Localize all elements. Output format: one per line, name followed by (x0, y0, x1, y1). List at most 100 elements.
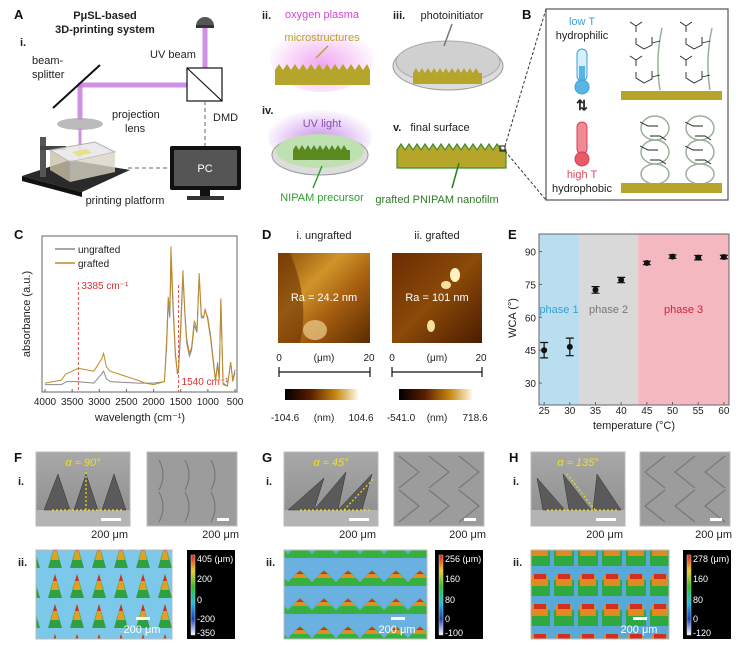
zoom-box (499, 145, 506, 152)
microstructures-label: microstructures (284, 32, 360, 44)
x-axis-label-e: temperature (°C) (593, 420, 675, 432)
x-tick-label-c: 3000 (88, 397, 111, 408)
panel-label-e: E (508, 227, 517, 242)
afm-grafted-title: ii. grafted (414, 230, 459, 242)
petri-dish-iv-icon (271, 134, 369, 176)
substrate-bar-bottom (621, 183, 722, 193)
sem-top-pattern (158, 459, 216, 523)
region-label: phase 2 (589, 304, 628, 316)
colorbar-tick-label: -120 (693, 628, 711, 638)
subpanel-label-ii: ii. (18, 557, 27, 569)
colorbar-tick-label: 0 (693, 614, 698, 624)
x-tick-label-c: 500 (227, 397, 244, 408)
photoinitiator-label: photoinitiator (421, 10, 484, 22)
colorbar-gradient (190, 554, 196, 636)
annotation-label-1540: 1540 cm⁻¹ (182, 377, 230, 388)
afm-axis-max-2: 20 (475, 353, 487, 364)
x-tick-label-e: 25 (539, 406, 551, 417)
region-phase-2 (579, 234, 639, 405)
uv-light-label: UV light (303, 118, 342, 130)
colorbar-tick-label: -350 (197, 628, 215, 638)
panel-label-d: D (262, 227, 271, 242)
scale-label-1: 200 μm (339, 529, 376, 541)
subpanel-label-iii: iii. (393, 10, 405, 22)
colorbar-tick-label: 278 (μm) (693, 554, 729, 564)
system-title-line1: PμSL-based (73, 10, 137, 22)
panel-label-b: B (522, 7, 531, 22)
y-tick-label-e: 60 (525, 313, 537, 324)
cold-thermometer-icon (574, 48, 590, 95)
afm-cb-max-2: 718.6 (462, 413, 487, 424)
microstructures-arrow (315, 45, 329, 59)
data-point (592, 286, 599, 293)
afm-cb-min-1: -104.6 (271, 413, 300, 424)
subpanel-label-v: v. (393, 122, 401, 134)
projection-lens-label-2: lens (125, 123, 146, 135)
x-tick-label-c: 4000 (34, 397, 57, 408)
reversible-arrows-icon: ⇅ (576, 97, 588, 113)
colorbar-tick-label: 200 (197, 574, 212, 584)
beam-splitter-label-2: splitter (32, 69, 65, 81)
panel-label-c: C (14, 227, 24, 242)
beam-splitter-label: beam- (32, 55, 64, 67)
data-point (566, 343, 573, 350)
pc-label: PC (197, 163, 212, 175)
dmd-label: DMD (213, 112, 238, 124)
panel-c-chart: C 4000 3500 3000 2500 2000 1500 1000 500 3385 c… (14, 227, 244, 424)
pc-monitor-icon (170, 146, 241, 200)
afm-scale-bar-1 (278, 367, 371, 377)
panel-e-chart: E phase 1 phase 2 phase 3 25 30 35 40 45 50 55 60… (507, 227, 730, 432)
printing-platform-icon (22, 137, 130, 197)
data-point (720, 254, 727, 261)
subpanel-label-i: i. (266, 476, 272, 488)
data-point (669, 253, 676, 260)
plot-frame-e (538, 233, 730, 406)
substrate-bar-top (621, 91, 722, 100)
y-tick-label-e: 45 (525, 346, 537, 357)
printing-platform-label: printing platform (86, 195, 165, 207)
microstructured-substrate (275, 64, 370, 85)
colorbar-tick-label: 256 (μm) (445, 554, 481, 564)
x-tick-label-e: 30 (564, 406, 576, 417)
panel-g: Gi. ii. α ≈ 45° 200 μm 200 μm 200 μm 256 (μm) 1… (262, 450, 486, 640)
data-point (541, 347, 548, 354)
x-tick-label-e: 50 (667, 406, 679, 417)
x-tick-label-c: 3500 (61, 397, 84, 408)
afm-axis-unit-2: (μm) (427, 353, 448, 364)
nanofilm-arrow (451, 162, 460, 189)
afm-axis-max-1: 20 (363, 353, 375, 364)
colorbar-gradient (438, 554, 444, 636)
data-point (643, 259, 650, 266)
scale-label-3: 200 μm (124, 624, 161, 636)
scale-bar-2 (464, 518, 476, 521)
y-axis-label-c: absorbance (a.u.) (21, 271, 33, 357)
tilt-angle-label: α ≈ 90° (65, 457, 101, 469)
scale-label-2: 200 μm (695, 529, 732, 541)
panel-d: D i. ungrafted ii. grafted Ra = 24.2 nm … (262, 227, 488, 424)
projection-lens-label: projection (112, 109, 160, 121)
grafted-surface (396, 142, 507, 169)
x-tick-label-e: 40 (616, 406, 628, 417)
afm-colorbar-1 (285, 389, 358, 400)
scale-label-1: 200 μm (586, 529, 623, 541)
panel-f: Fi. ii. α ≈ 90° 200 μm 200 μm 200 μm 405 (μm) 2… (14, 450, 239, 640)
afm-cb-max-1: 104.6 (348, 413, 373, 424)
annotation-label-3385: 3385 cm⁻¹ (81, 281, 129, 292)
scale-label-1: 200 μm (91, 529, 128, 541)
colorbar-tick-label: 80 (693, 595, 703, 605)
uv-lamp-icon (196, 17, 214, 28)
height-map-image (530, 549, 670, 640)
afm-ungrafted-title: i. ungrafted (296, 230, 351, 242)
uv-beam-label: UV beam (150, 49, 196, 61)
height-map-image (283, 549, 428, 640)
x-tick-label-e: 45 (641, 406, 653, 417)
sem-top-pattern (398, 455, 480, 523)
afm-cb-min-2: -541.0 (387, 413, 416, 424)
subpanel-label-i: i. (18, 476, 24, 488)
subpanel-label-i: i. (513, 476, 519, 488)
region-phase-3 (638, 234, 729, 405)
subpanel-label-ii: ii. (513, 557, 522, 569)
afm-colorbar-2 (399, 389, 472, 400)
